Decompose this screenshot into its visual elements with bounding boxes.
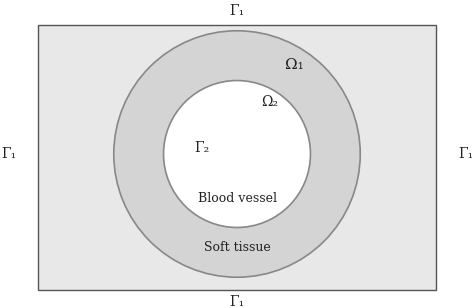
Text: Soft tissue: Soft tissue (204, 241, 270, 254)
Bar (38, 25, 436, 290)
Ellipse shape (164, 80, 310, 228)
Text: Γ₁: Γ₁ (458, 147, 473, 161)
Text: Γ₁: Γ₁ (229, 295, 245, 308)
Text: Ω₂: Ω₂ (262, 95, 279, 109)
Text: Γ₁: Γ₁ (229, 4, 245, 18)
Text: Γ₂: Γ₂ (194, 141, 209, 155)
Text: Blood vessel: Blood vessel (198, 192, 276, 205)
Ellipse shape (114, 31, 360, 277)
Text: Ω₁: Ω₁ (284, 58, 303, 72)
Text: Γ₁: Γ₁ (1, 147, 16, 161)
